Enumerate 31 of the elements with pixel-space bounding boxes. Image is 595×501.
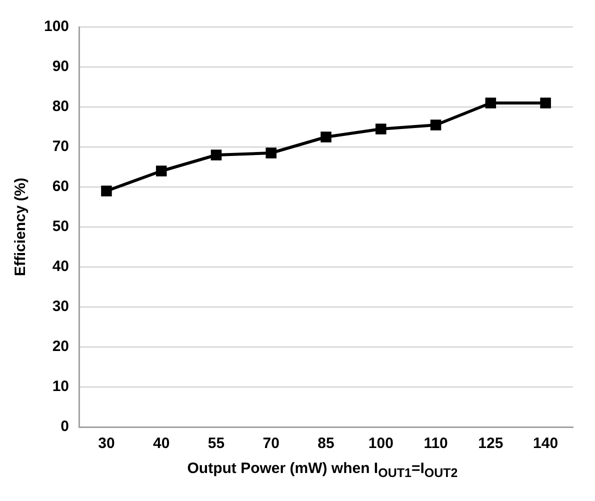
point — [101, 186, 112, 196]
y-tick-label: 60 — [52, 178, 70, 196]
y-tick-label: 100 — [44, 18, 70, 36]
x-tick-label: 70 — [262, 435, 280, 452]
point — [540, 98, 551, 108]
point — [266, 148, 277, 158]
point — [156, 166, 167, 176]
x-tick-label: 30 — [98, 435, 115, 452]
point — [376, 124, 386, 134]
x-tick-label: 140 — [533, 435, 558, 452]
x-axis-title: Output Power (mW) when I$_{OUT1}$=I$_{OUT2}$ — [186, 460, 459, 480]
point — [485, 98, 496, 108]
y-tick-label: 0 — [60, 418, 70, 436]
point — [430, 120, 442, 130]
y-axis-title: Efficiency (%) — [12, 178, 30, 276]
x-tick-label: 100 — [368, 435, 394, 452]
x-tick-label: 125 — [478, 435, 504, 452]
y-tick-label: 90 — [52, 58, 70, 76]
y-tick-label: 10 — [52, 378, 70, 396]
y-tick-label: 80 — [52, 98, 70, 116]
y-tick-label: 50 — [52, 218, 70, 236]
x-tick-label: 85 — [318, 435, 334, 452]
x-tick-label: 40 — [153, 435, 170, 452]
x-tick-label: 55 — [208, 435, 225, 452]
y-tick-label: 20 — [52, 338, 70, 356]
y-tick-label: 40 — [52, 258, 70, 276]
point — [210, 150, 222, 160]
y-tick-label: 70 — [52, 138, 70, 156]
x-tick-label: 110 — [424, 435, 448, 452]
y-tick-label: 30 — [52, 298, 70, 316]
point — [320, 132, 332, 142]
